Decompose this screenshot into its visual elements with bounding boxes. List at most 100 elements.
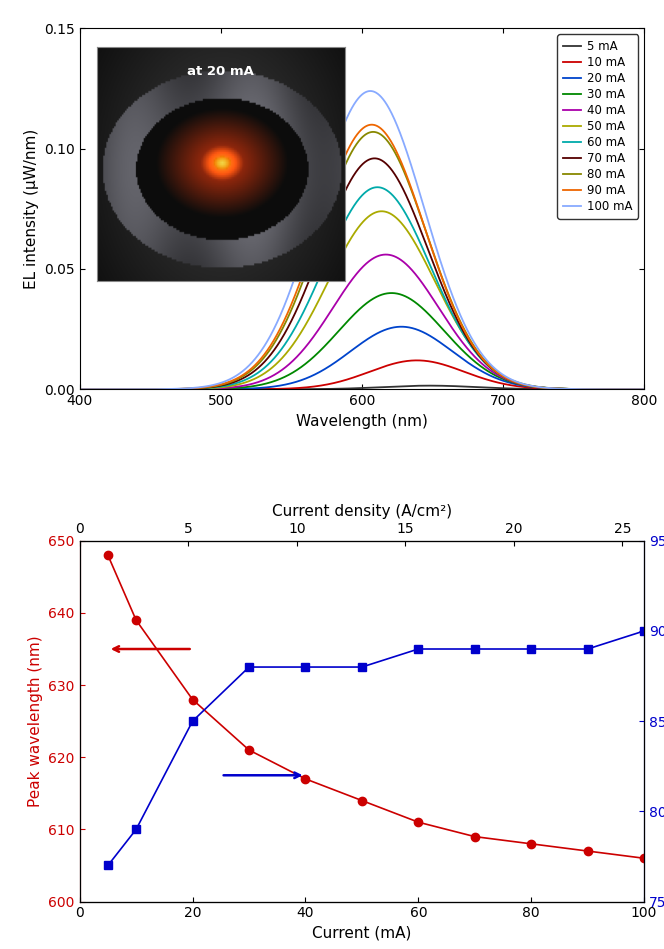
100 mA (629, 383, 637, 395)
50 mA (378, 206, 386, 217)
30 mA (629, 383, 637, 395)
30 mA (568, 383, 576, 395)
50 mA (292, 334, 300, 345)
80 mA (76, 383, 84, 395)
40 mA (568, 383, 576, 395)
60 mA (140, 383, 148, 395)
Line: 60 mA: 60 mA (80, 187, 644, 389)
Line: 5 mA: 5 mA (80, 385, 644, 389)
80 mA (568, 383, 576, 395)
5 mA (640, 383, 648, 395)
70 mA (629, 383, 637, 395)
5 mA (292, 383, 300, 395)
30 mA (388, 288, 396, 299)
80 mA (640, 383, 648, 395)
60 mA (373, 181, 381, 193)
20 mA (397, 321, 405, 332)
30 mA (317, 344, 325, 356)
90 mA (292, 287, 300, 298)
50 mA (76, 383, 84, 395)
10 mA (173, 383, 181, 395)
20 mA (292, 376, 300, 387)
10 mA (413, 355, 421, 366)
50 mA (140, 383, 148, 395)
60 mA (76, 383, 84, 395)
Legend: 5 mA, 10 mA, 20 mA, 30 mA, 40 mA, 50 mA, 60 mA, 70 mA, 80 mA, 90 mA, 100 mA: 5 mA, 10 mA, 20 mA, 30 mA, 40 mA, 50 mA,… (557, 34, 638, 218)
60 mA (629, 383, 637, 395)
80 mA (629, 383, 637, 395)
60 mA (317, 270, 325, 281)
40 mA (292, 352, 300, 363)
20 mA (629, 383, 637, 395)
70 mA (371, 153, 378, 164)
50 mA (568, 383, 576, 395)
20 mA (640, 383, 648, 395)
100 mA (367, 85, 374, 97)
60 mA (292, 321, 300, 332)
Y-axis label: Peak wavelength (nm): Peak wavelength (nm) (28, 635, 42, 807)
10 mA (568, 383, 576, 395)
30 mA (640, 383, 648, 395)
5 mA (76, 383, 84, 395)
100 mA (568, 383, 576, 395)
10 mA (140, 383, 148, 395)
20 mA (76, 383, 84, 395)
20 mA (317, 365, 325, 377)
50 mA (629, 383, 637, 395)
90 mA (173, 383, 181, 395)
30 mA (140, 383, 148, 395)
90 mA (140, 383, 148, 395)
40 mA (382, 249, 390, 260)
70 mA (640, 383, 648, 395)
Line: 10 mA: 10 mA (80, 361, 644, 389)
50 mA (640, 383, 648, 395)
70 mA (76, 383, 84, 395)
10 mA (317, 380, 325, 391)
5 mA (173, 383, 181, 395)
100 mA (173, 383, 181, 395)
5 mA (426, 380, 434, 391)
60 mA (640, 383, 648, 395)
40 mA (629, 383, 637, 395)
Line: 20 mA: 20 mA (80, 326, 644, 389)
10 mA (292, 382, 300, 394)
20 mA (173, 383, 181, 395)
80 mA (173, 383, 181, 395)
90 mA (317, 216, 325, 228)
40 mA (640, 383, 648, 395)
10 mA (629, 383, 637, 395)
X-axis label: Wavelength (nm): Wavelength (nm) (296, 414, 428, 429)
90 mA (568, 383, 576, 395)
5 mA (629, 383, 637, 395)
Line: 90 mA: 90 mA (80, 124, 644, 389)
50 mA (173, 383, 181, 395)
Line: 70 mA: 70 mA (80, 158, 644, 389)
70 mA (317, 245, 325, 256)
90 mA (640, 383, 648, 395)
Line: 40 mA: 40 mA (80, 254, 644, 389)
Line: 30 mA: 30 mA (80, 293, 644, 389)
70 mA (173, 383, 181, 395)
50 mA (317, 291, 325, 303)
100 mA (76, 383, 84, 395)
40 mA (140, 383, 148, 395)
Y-axis label: EL intensity (μW/nm): EL intensity (μW/nm) (23, 129, 39, 289)
40 mA (317, 321, 325, 332)
60 mA (568, 383, 576, 395)
60 mA (173, 383, 181, 395)
30 mA (76, 383, 84, 395)
20 mA (568, 383, 576, 395)
20 mA (140, 383, 148, 395)
70 mA (292, 306, 300, 317)
40 mA (76, 383, 84, 395)
30 mA (292, 364, 300, 376)
80 mA (140, 383, 148, 395)
X-axis label: Current density (A/cm²): Current density (A/cm²) (272, 504, 452, 519)
100 mA (292, 268, 300, 279)
70 mA (140, 383, 148, 395)
100 mA (640, 383, 648, 395)
80 mA (292, 293, 300, 305)
100 mA (317, 189, 325, 200)
80 mA (369, 126, 377, 138)
Line: 50 mA: 50 mA (80, 212, 644, 389)
